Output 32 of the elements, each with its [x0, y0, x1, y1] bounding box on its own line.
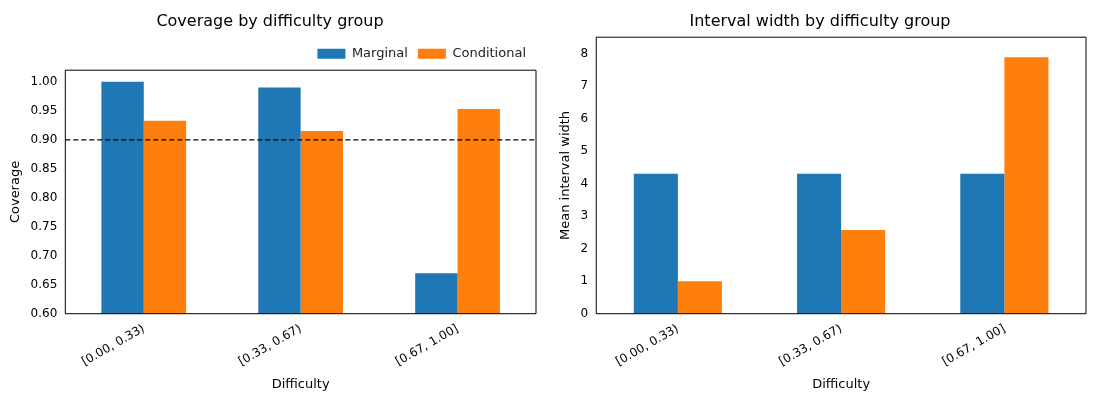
chart-title: Coverage by difficulty group [156, 10, 384, 30]
y-axis-title: Mean interval width [557, 110, 573, 240]
x-axis-title: Difficulty [271, 375, 330, 391]
bar [960, 173, 1005, 314]
y-tick-label: 0.60 [30, 305, 58, 320]
y-tick-label: 0.85 [30, 160, 58, 175]
bar [797, 173, 842, 314]
y-tick-label: 8 [580, 45, 589, 60]
chart-title: Interval width by difficulty group [689, 10, 951, 30]
bar [633, 173, 678, 314]
y-tick-label: 0.90 [30, 131, 58, 146]
y-tick-label: 5 [580, 143, 589, 158]
y-tick-label: 3 [580, 208, 589, 223]
y-tick-label: 4 [580, 175, 589, 190]
bar [1004, 57, 1049, 314]
y-tick-label: 7 [580, 78, 589, 93]
y-tick-label: 0 [580, 305, 589, 320]
y-tick-label: 6 [580, 110, 589, 125]
x-axis-title: Difficulty [812, 375, 871, 391]
y-tick-label: 0.80 [30, 189, 58, 204]
y-tick-label: 0.65 [30, 276, 58, 291]
y-axis-title: Coverage [7, 160, 23, 224]
legend-label: Conditional [452, 45, 527, 61]
y-tick-label: 1 [580, 273, 589, 288]
bar [677, 281, 722, 314]
bar [841, 230, 886, 314]
y-tick-label: 0.75 [30, 218, 58, 233]
y-tick-label: 0.95 [30, 102, 58, 117]
y-tick-label: 2 [580, 240, 589, 255]
y-tick-label: 0.70 [30, 247, 58, 262]
y-tick-label: 1.00 [30, 73, 58, 88]
legend-label: Marginal [351, 45, 408, 61]
